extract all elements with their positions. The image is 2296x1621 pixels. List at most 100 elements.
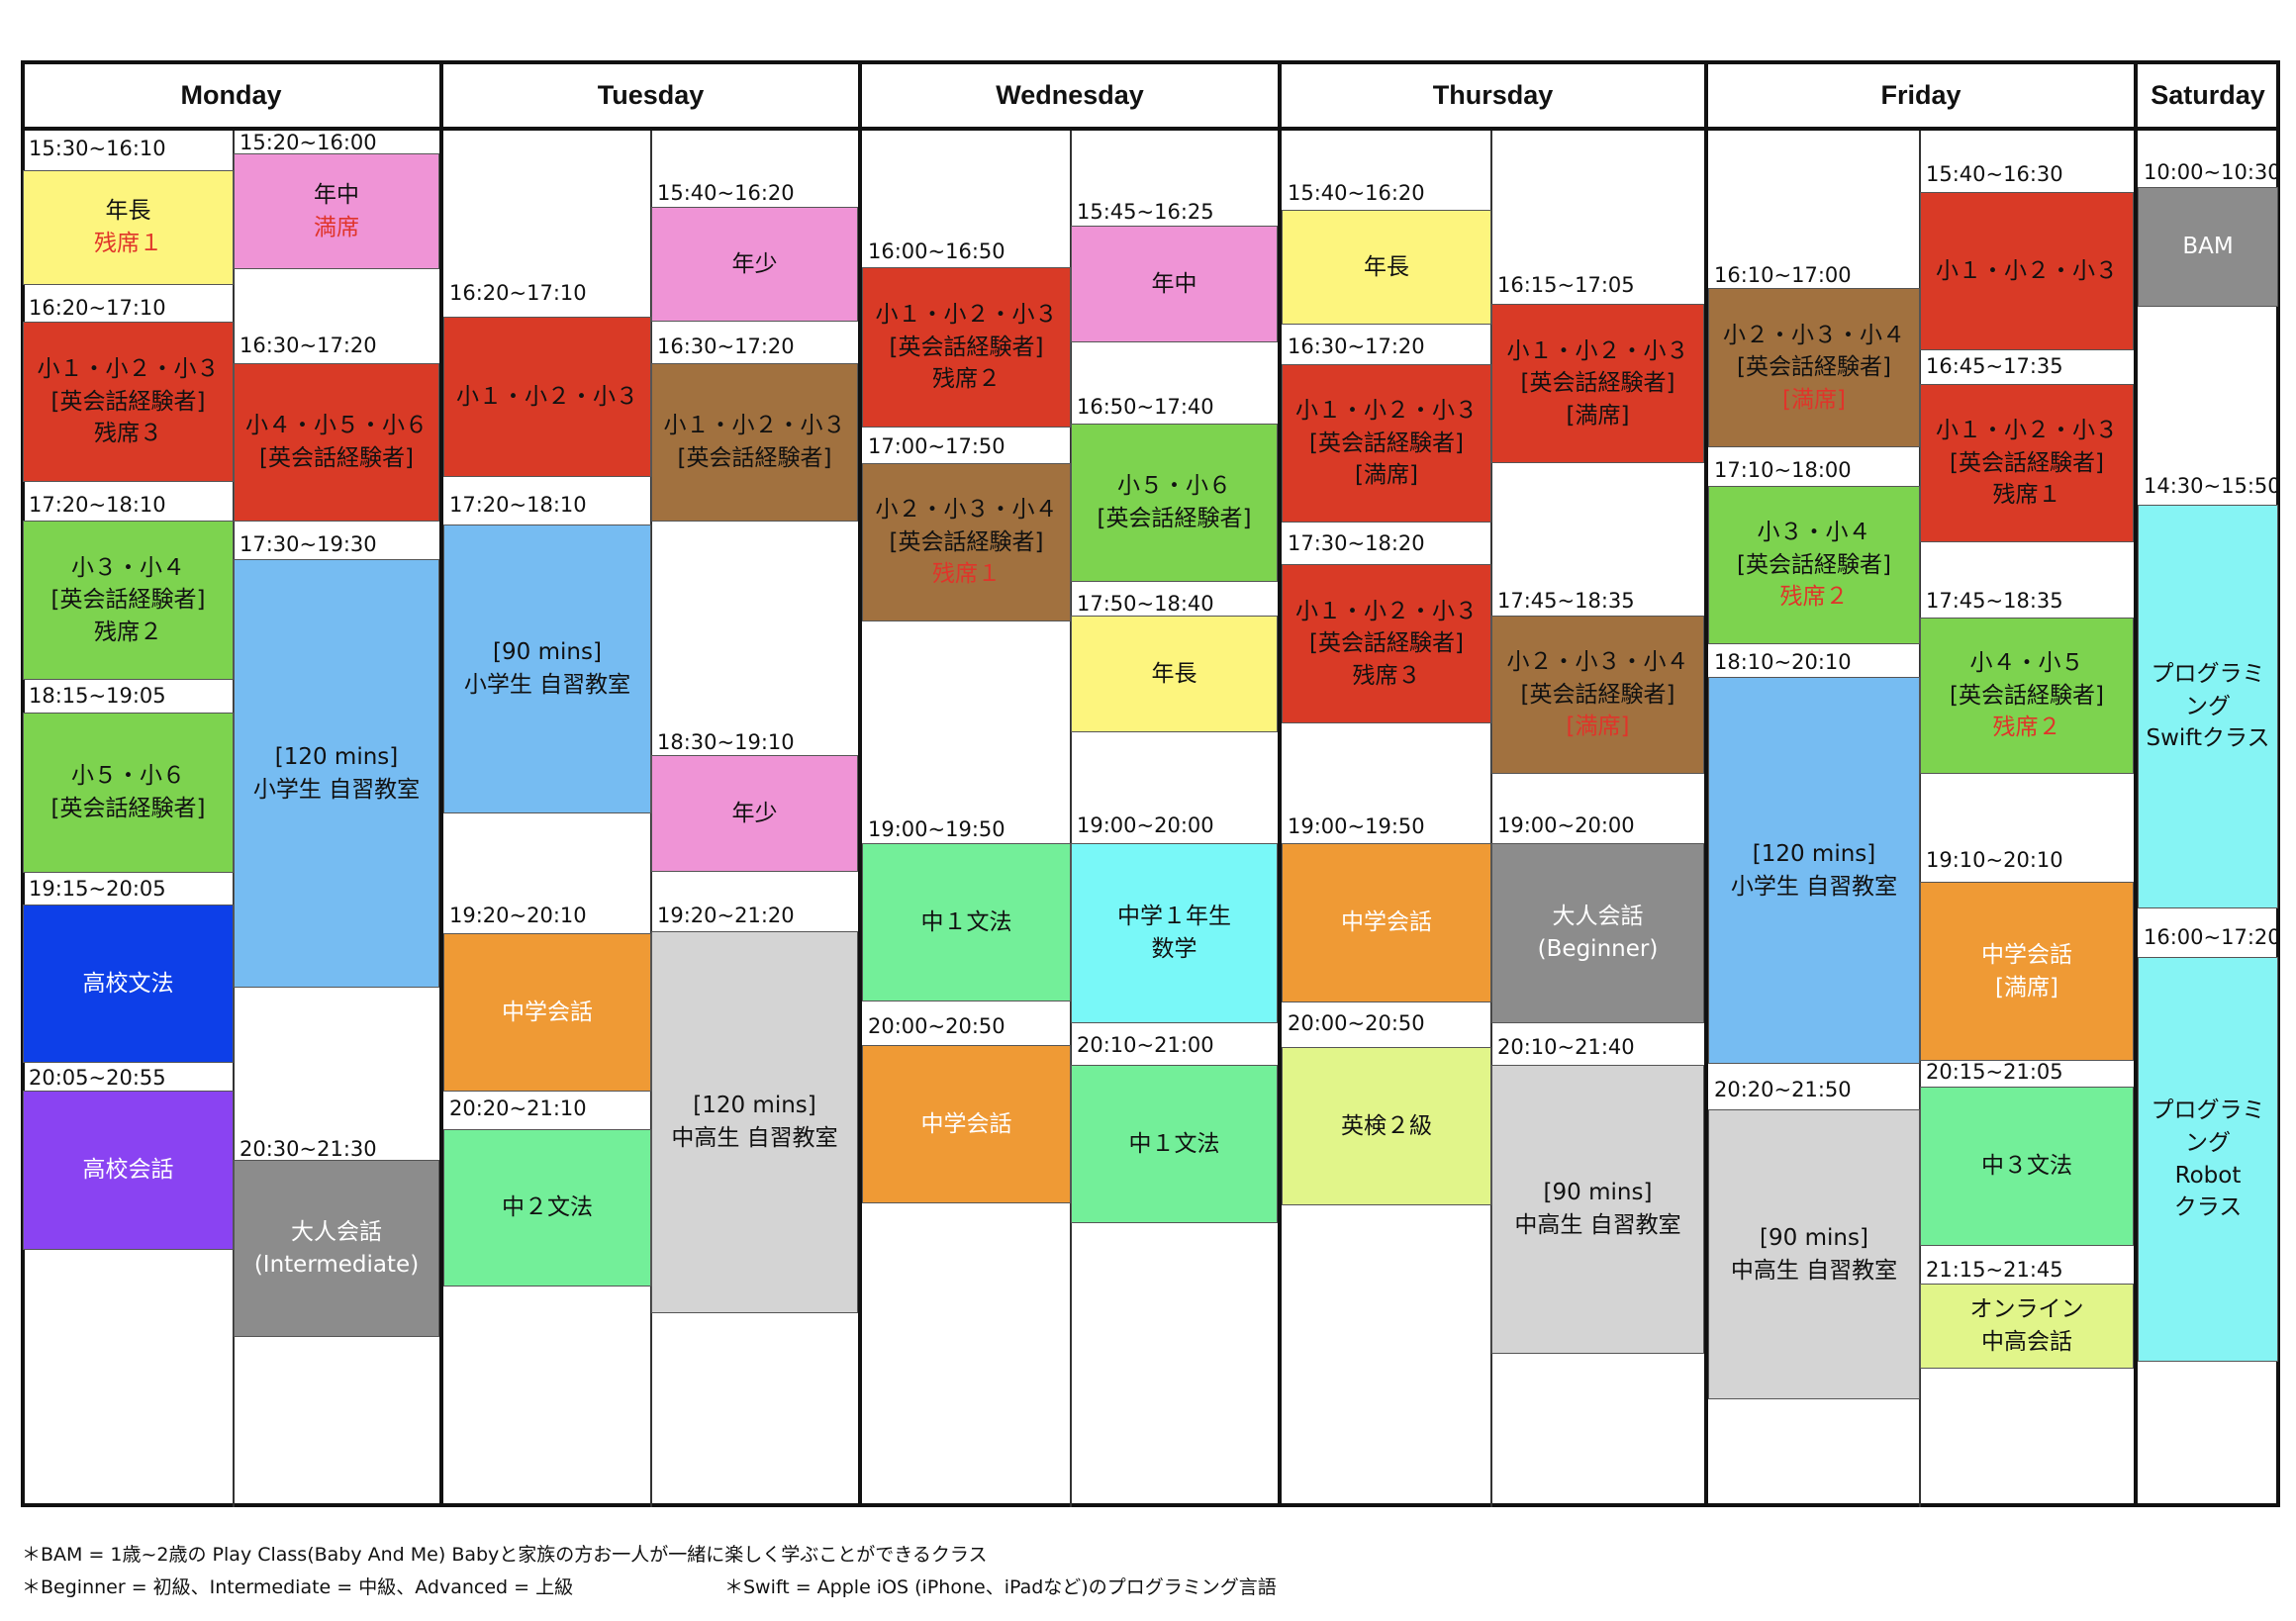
class-block: プログラミ ング Robot クラス xyxy=(2138,957,2278,1362)
class-slot: 16:50~17:40 小５・小６ [英会話経験者] xyxy=(1071,393,1278,582)
class-time: 16:15~17:05 xyxy=(1497,273,1635,297)
class-label: 中１文法 xyxy=(920,908,1012,935)
class-time: 20:30~21:30 xyxy=(239,1137,377,1161)
class-label: 小１・小２・小３ xyxy=(875,302,1058,329)
class-time: 19:00~20:00 xyxy=(1077,813,1214,837)
class-block: 高校文法 xyxy=(23,905,234,1063)
class-block: 中２文法 xyxy=(443,1129,651,1287)
class-time: 18:10~20:10 xyxy=(1714,650,1852,674)
class-block: 小２・小３・小４ [英会話経験者] [満席] xyxy=(1708,288,1920,447)
footnote-levels: ＊Beginner = 初級、Intermediate = 中級、Advance… xyxy=(22,1576,574,1598)
class-slot: 20:20~21:10 中２文法 xyxy=(443,1095,651,1287)
class-label: [英会話経験者] xyxy=(1520,370,1675,397)
class-slot: 16:15~17:05 小１・小２・小３ [英会話経験者] [満席] xyxy=(1491,271,1704,463)
class-label: 小３・小４ xyxy=(71,554,185,581)
class-block: [90 mins] 中高生 自習教室 xyxy=(1491,1065,1704,1354)
seat-status: 残席２ xyxy=(1992,715,2061,741)
class-block: 小５・小６ [英会話経験者] xyxy=(1071,424,1278,582)
class-slot: 15:40~16:30 小１・小２・小３ xyxy=(1920,160,2134,350)
class-label: [英会話経験者] xyxy=(50,796,206,821)
class-label: 小３・小４ xyxy=(1757,520,1871,546)
class-label: [英会話経験者] xyxy=(1737,354,1891,381)
class-label: 小２・小３・小４ xyxy=(1723,322,1905,348)
day-header-friday: Friday xyxy=(1880,79,1961,110)
class-slot: 17:10~18:00 小３・小４ [英会話経験者] 残席２ xyxy=(1708,456,1920,644)
class-block: 小１・小２・小３ xyxy=(443,317,651,477)
class-block: 小２・小３・小４ [英会話経験者] [満席] xyxy=(1491,616,1704,774)
seat-status: [満席] xyxy=(1782,386,1846,413)
day-header-monday: Monday xyxy=(180,79,282,110)
class-label: [英会話経験者] xyxy=(1950,682,2104,709)
class-time: 18:15~19:05 xyxy=(29,684,166,708)
class-label: プログラミ xyxy=(2151,1097,2265,1124)
class-block: 小３・小４ [英会話経験者] 残席２ xyxy=(1708,486,1920,644)
class-block: 中１文法 xyxy=(1071,1065,1278,1223)
class-slot: 16:00~17:20 プログラミ ング Robot クラス xyxy=(2138,923,2281,1362)
class-time: 20:05~20:55 xyxy=(29,1066,166,1090)
class-block: 年少 xyxy=(651,207,858,322)
class-label: [120 mins] xyxy=(274,743,399,770)
class-block: 小１・小２・小３ xyxy=(1920,192,2134,350)
class-time: 20:20~21:10 xyxy=(449,1097,587,1120)
class-label: 中高生 自習教室 xyxy=(1730,1257,1898,1284)
class-slot: 19:20~20:10 中学会話 xyxy=(443,902,651,1092)
class-block: 年少 xyxy=(651,755,858,872)
class-slot: 20:15~21:05 中３文法 xyxy=(1920,1058,2134,1246)
class-label: 小４・小５ xyxy=(1969,650,2084,677)
class-time: 19:10~20:10 xyxy=(1926,848,2063,872)
class-slot: 21:15~21:45 オンライン 中高会話 xyxy=(1920,1256,2134,1369)
class-time: 17:20~18:10 xyxy=(449,493,587,517)
class-time: 15:40~16:20 xyxy=(1288,181,1425,205)
class-block: 中学会話 xyxy=(862,1045,1071,1203)
class-block: プログラミ ング Swiftクラス xyxy=(2138,505,2278,908)
class-time: 16:00~16:50 xyxy=(868,239,1005,263)
class-label: 中学会話 xyxy=(502,999,593,1025)
class-time: 17:30~19:30 xyxy=(239,532,377,556)
class-block: 小１・小２・小３ [英会話経験者] [満席] xyxy=(1282,364,1491,523)
class-label: 小１・小２・小３ xyxy=(456,383,638,410)
class-label: [英会話経験者] xyxy=(50,587,206,614)
class-time: 17:00~17:50 xyxy=(868,434,1005,458)
class-label: 小２・小３・小４ xyxy=(875,497,1058,524)
class-slot: 15:40~16:20 年少 xyxy=(651,179,858,322)
class-label: 小４・小５・小６ xyxy=(245,413,428,439)
class-time: 21:15~21:45 xyxy=(1926,1258,2063,1282)
class-time: 17:45~18:35 xyxy=(1497,589,1635,613)
class-slot: 20:00~20:50 英検２級 xyxy=(1282,1009,1491,1205)
class-time: 16:45~17:35 xyxy=(1926,354,2063,378)
class-slot: 16:10~17:00 小２・小３・小４ [英会話経験者] [満席] xyxy=(1708,261,1920,447)
class-label: BAM xyxy=(2182,234,2234,260)
class-time: 20:20~21:50 xyxy=(1714,1078,1852,1101)
class-slot: 17:45~18:35 小４・小５ [英会話経験者] 残席２ xyxy=(1920,587,2134,774)
class-block: [120 mins] 小学生 自習教室 xyxy=(1708,677,1920,1064)
class-label: 年中 xyxy=(1151,270,1197,297)
class-time: 15:40~16:20 xyxy=(657,181,795,205)
class-slot: 17:30~18:20 小１・小２・小３ [英会話経験者] 残席３ xyxy=(1282,529,1491,723)
class-label: オンライン xyxy=(1969,1296,2084,1323)
class-label: 中１文法 xyxy=(1128,1130,1220,1157)
class-label: 小５・小６ xyxy=(1117,473,1231,500)
day-header-thursday: Thursday xyxy=(1432,79,1554,110)
class-label: 小１・小２・小３ xyxy=(663,413,846,439)
class-label: 小１・小２・小３ xyxy=(1936,418,2118,444)
class-label: 年中 xyxy=(314,181,359,208)
class-slot: 20:00~20:50 中学会話 xyxy=(862,1012,1071,1203)
day-divider xyxy=(1278,60,1282,1507)
class-slot: 19:20~21:20 [120 mins] 中高生 自習教室 xyxy=(651,902,858,1313)
class-label: 残席１ xyxy=(1992,482,2061,509)
class-label: (Beginner) xyxy=(1537,936,1659,962)
class-time: 16:30~17:20 xyxy=(239,334,377,357)
class-block: 小１・小２・小３ [英会話経験者] 残席３ xyxy=(23,322,234,482)
class-slot: 16:00~16:50 小１・小２・小３ [英会話経験者] 残席２ xyxy=(862,238,1071,428)
class-block: 英検２級 xyxy=(1282,1047,1491,1205)
class-label: [120 mins] xyxy=(1752,840,1876,867)
class-label: 大人会話 xyxy=(1552,904,1644,930)
class-slot: 15:40~16:20 年長 xyxy=(1282,179,1491,325)
class-time: 15:40~16:30 xyxy=(1926,162,2063,186)
class-label: [英会話経験者] xyxy=(889,528,1044,555)
class-block: 小３・小４ [英会話経験者] 残席２ xyxy=(23,521,234,680)
class-label: [満席] xyxy=(1355,462,1418,489)
class-time: 14:30~15:50 xyxy=(2144,474,2281,498)
class-label: [英会話経験者] xyxy=(50,388,206,415)
